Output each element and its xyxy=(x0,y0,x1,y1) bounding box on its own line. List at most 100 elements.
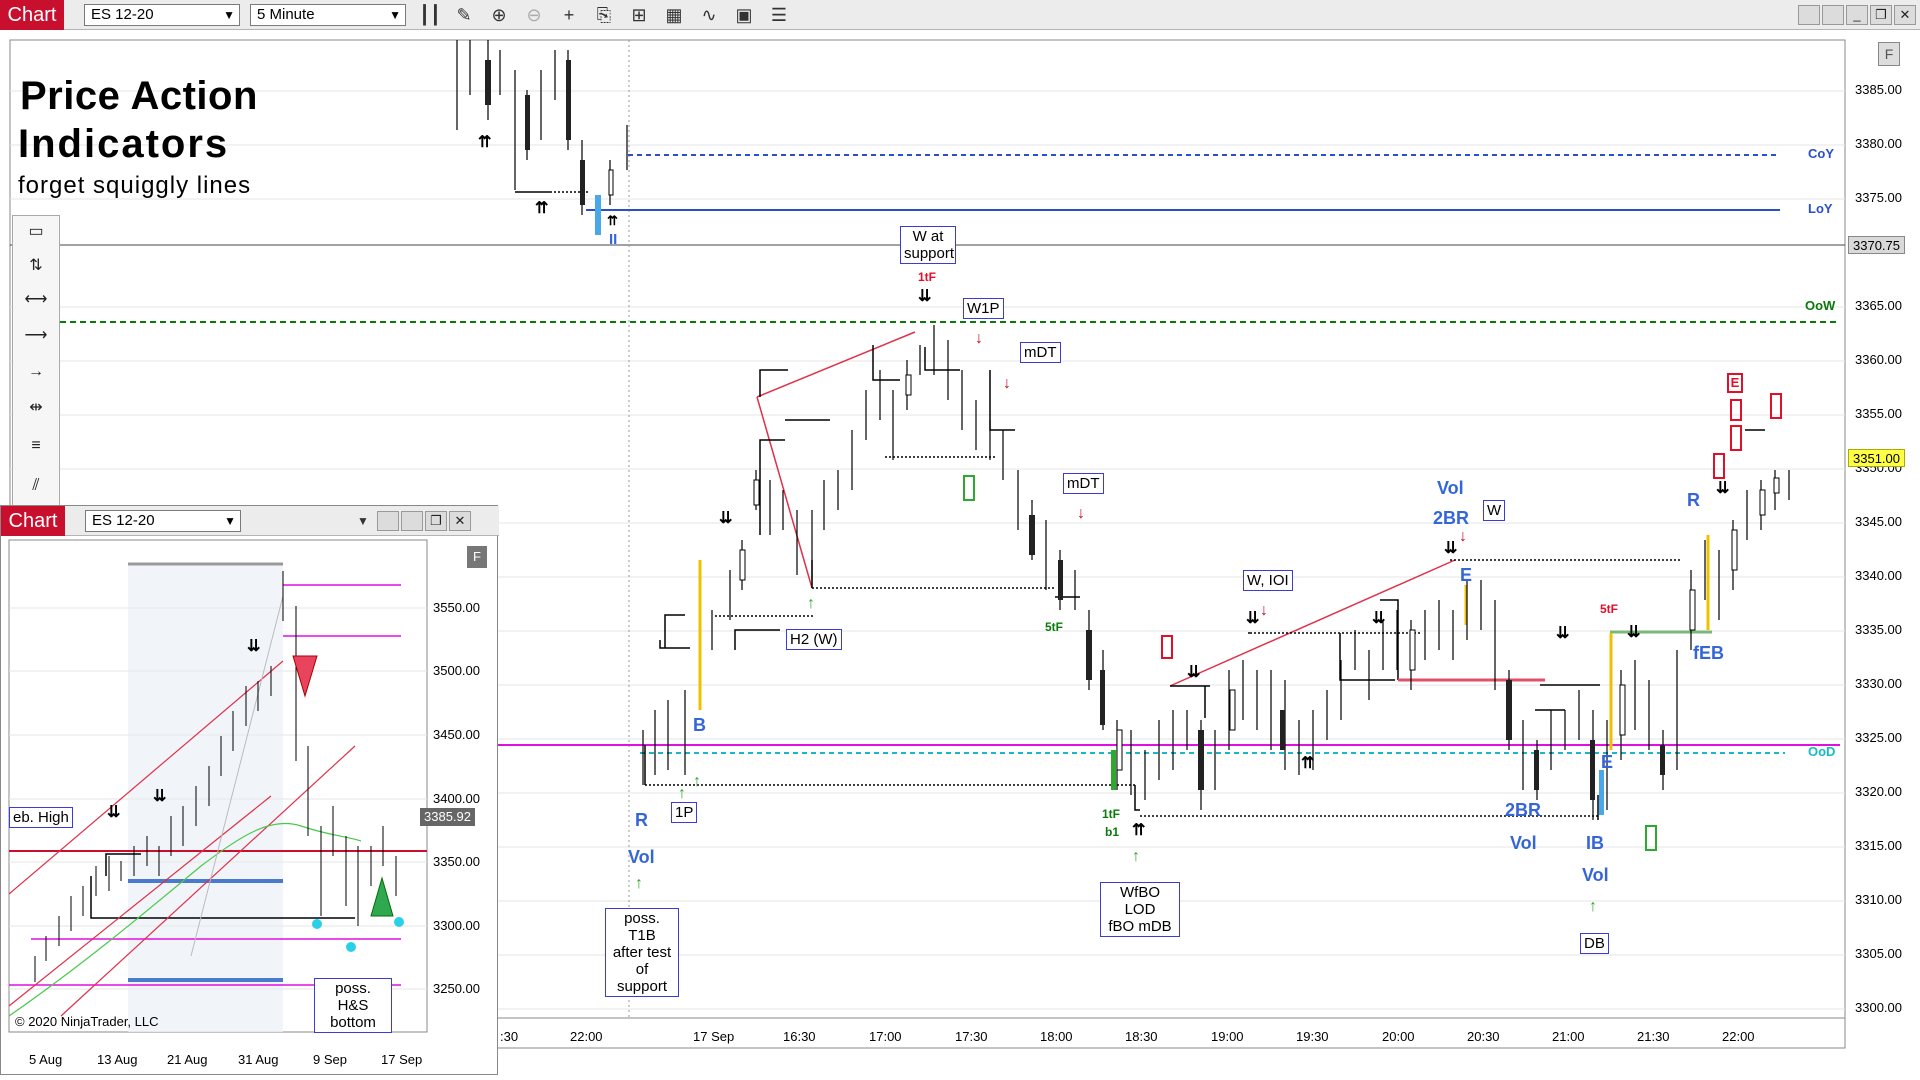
down-arrow-icon: ↓ xyxy=(1077,505,1085,522)
red-e-box: E xyxy=(1727,373,1743,393)
crosshair-price-tag: 3370.75 xyxy=(1848,236,1905,254)
horizontal-lines-icon[interactable]: ≡ xyxy=(31,437,41,454)
price-axis-labels: 3385.00 3380.00 3375.00 3365.00 3360.00 … xyxy=(1855,82,1902,1015)
price-tick: 3500.00 xyxy=(433,663,480,678)
line-icon[interactable]: ⟷ xyxy=(24,291,48,308)
double-down-arrow-icon: ⇊ xyxy=(1556,625,1570,642)
zoom-out-icon[interactable]: ⊖ xyxy=(526,5,542,25)
ray-icon[interactable]: ⟶ xyxy=(24,327,48,344)
price-tick: 3315.00 xyxy=(1855,838,1902,853)
double-down-arrow-icon: ⇊ xyxy=(247,638,261,655)
title-line-2: Indicators xyxy=(18,122,230,166)
double-up-arrow-icon: ⇈ xyxy=(478,134,492,151)
diagonal-icon[interactable]: ⫽ xyxy=(32,477,40,494)
chevron-down-icon[interactable]: ▼ xyxy=(357,514,369,528)
time-tick: 13 Aug xyxy=(97,1052,138,1067)
ruler-icon[interactable]: ▭ xyxy=(28,223,44,240)
indicators-icon[interactable]: ∿ xyxy=(701,5,717,25)
crosshair-icon[interactable]: + xyxy=(563,5,575,25)
double-down-arrow-icon: ⇊ xyxy=(918,288,932,305)
label-2br: 2BR xyxy=(1433,508,1470,528)
ood-label: OoD xyxy=(1808,744,1836,759)
black-level xyxy=(90,876,355,919)
f-badge[interactable]: F xyxy=(1878,42,1900,66)
box-line: support xyxy=(904,245,955,262)
data-box-icon[interactable]: ☰ xyxy=(770,5,788,25)
cyan-dot xyxy=(394,917,404,927)
time-tick: 31 Aug xyxy=(238,1052,279,1067)
double-up-arrow-icon: ⇈ xyxy=(1132,822,1146,839)
window-list-button[interactable] xyxy=(1798,5,1820,25)
inset-chart-canvas[interactable]: 3550.00 3500.00 3450.00 3400.00 3350.00 … xyxy=(1,536,499,1076)
close-button[interactable]: ✕ xyxy=(1894,5,1916,25)
time-axis-labels: :30 22:00 17 Sep 16:30 17:00 17:30 18:00… xyxy=(500,1029,1755,1044)
inset-instrument-select[interactable]: ES 12-20 ▼ xyxy=(85,510,241,532)
zoom-in-icon[interactable]: ⊕ xyxy=(491,5,507,25)
red-marker-box xyxy=(1730,425,1742,451)
interval-select[interactable]: 5 Minute ▼ xyxy=(250,4,406,26)
close-button[interactable]: ✕ xyxy=(449,511,471,531)
green-marker-box xyxy=(1645,825,1657,851)
box-line: fBO mDB xyxy=(1108,918,1172,935)
box-line: of support xyxy=(616,961,668,995)
instrument-value: ES 12-20 xyxy=(92,512,155,529)
down-arrow-icon: ↓ xyxy=(1260,602,1268,619)
red-marker-box xyxy=(1713,453,1725,479)
main-toolbar: Chart ES 12-20 ▼ 5 Minute ▼ ┃┃ ✎ ⊕ ⊖ + ⎘… xyxy=(0,0,1920,30)
time-tick: 16:30 xyxy=(783,1029,816,1044)
bar-type-icon[interactable]: ┃┃ xyxy=(419,5,441,25)
minimize-button[interactable]: _ xyxy=(1846,5,1868,25)
chart-tab[interactable]: Chart xyxy=(0,0,64,30)
label-5tf: 5tF xyxy=(1045,620,1063,634)
inset-chart-window[interactable]: Chart ES 12-20 ▼ ▼ ❐ ✕ xyxy=(0,505,499,1076)
chevron-down-icon: ▼ xyxy=(223,8,235,22)
wfbo-lod-box: WfBO LOD fBO mDB xyxy=(1100,882,1180,937)
label-e: E xyxy=(1460,565,1473,585)
up-arrow-icon: ↑ xyxy=(693,773,701,790)
black-level xyxy=(105,853,141,876)
hs-bottom-box: poss. H&S bottom xyxy=(314,978,392,1033)
box-line: poss. H&S xyxy=(335,980,371,1014)
price-tick: 3305.00 xyxy=(1855,946,1902,961)
arrow-line-icon[interactable]: ⇹ xyxy=(29,399,43,416)
box-line: bottom xyxy=(330,1014,376,1031)
window-tile-button[interactable] xyxy=(1822,5,1844,25)
pencil-icon[interactable]: ✎ xyxy=(456,5,472,25)
up-arrow-icon: ↑ xyxy=(635,875,643,892)
label-b: B xyxy=(693,715,706,735)
w1p-box: W1P xyxy=(963,298,1004,319)
price-tick: 3300.00 xyxy=(433,918,480,933)
poss-t1b-box: poss. T1B after test of support xyxy=(605,908,679,997)
red-marker-box xyxy=(1770,393,1782,419)
restore-button[interactable]: ❐ xyxy=(425,511,447,531)
inset-f-badge[interactable]: F xyxy=(467,546,487,568)
instrument-select[interactable]: ES 12-20 ▼ xyxy=(84,4,240,26)
properties-icon[interactable]: ⎘ xyxy=(596,5,612,25)
red-marker-box xyxy=(1161,635,1173,659)
templates-icon[interactable]: ⊞ xyxy=(631,5,647,25)
down-arrow-icon: ↓ xyxy=(1459,528,1467,545)
window-list-button[interactable] xyxy=(377,511,399,531)
inset-chart-tab[interactable]: Chart xyxy=(1,506,65,536)
analyzer-icon[interactable]: ▣ xyxy=(735,5,753,25)
arrow-up-down-icon[interactable]: ⇅ xyxy=(29,257,43,274)
trendline xyxy=(1169,559,1456,687)
label-vol: Vol xyxy=(1582,865,1609,885)
strategies-icon[interactable]: ▦ xyxy=(665,5,683,25)
price-tick: 3385.00 xyxy=(1855,82,1902,97)
green-triangle-marker xyxy=(370,876,394,917)
label-r: R xyxy=(635,810,648,830)
time-tick: 18:30 xyxy=(1125,1029,1158,1044)
box-line: after test xyxy=(612,944,672,961)
time-tick: 17:00 xyxy=(869,1029,902,1044)
double-up-arrow-icon: ⇈ xyxy=(1301,755,1315,772)
price-tick: 3380.00 xyxy=(1855,136,1902,151)
inset-gridlines xyxy=(9,607,427,990)
double-down-arrow-icon: ⇊ xyxy=(1187,664,1201,681)
window-tile-button[interactable] xyxy=(401,511,423,531)
candle-bodies xyxy=(485,60,1665,800)
extended-line-icon[interactable]: → xyxy=(28,363,44,380)
time-tick: 20:30 xyxy=(1467,1029,1500,1044)
restore-button[interactable]: ❐ xyxy=(1870,5,1892,25)
dotted-levels xyxy=(550,191,1680,817)
